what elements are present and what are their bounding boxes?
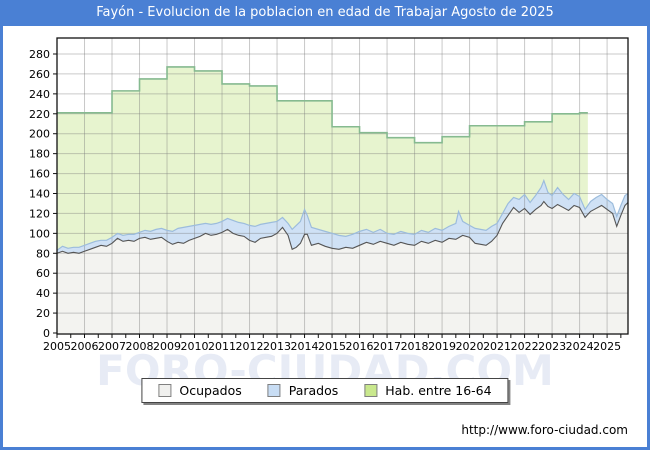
x-tick-label: 2025 [593,340,621,353]
y-tick-label: 180 [29,148,50,161]
legend-label: Hab. entre 16-64 [385,383,492,398]
y-tick-label: 80 [36,247,50,260]
y-tick-label: 200 [29,128,50,141]
legend-item-parados: Parados [267,383,339,398]
y-tick-label: 280 [29,48,50,61]
x-tick-label: 2009 [153,340,181,353]
x-tick-label: 2007 [98,340,126,353]
x-tick-label: 2015 [318,340,346,353]
x-tick-label: 2020 [456,340,484,353]
x-tick-label: 2005 [43,340,71,353]
x-tick-label: 2013 [263,340,291,353]
y-tick-label: 240 [29,88,50,101]
y-tick-label: 20 [36,307,50,320]
x-tick-label: 2016 [346,340,374,353]
x-tick-label: 2011 [208,340,236,353]
y-tick-label: 40 [36,287,50,300]
y-tick-label: 120 [29,207,50,220]
legend-label: Ocupados [179,383,242,398]
x-tick-label: 2014 [291,340,319,353]
x-tick-label: 2024 [566,340,594,353]
x-tick-label: 2017 [373,340,401,353]
legend-item-hab-16-64: Hab. entre 16-64 [364,383,492,398]
x-tick-label: 2023 [538,340,566,353]
legend-item-ocupados: Ocupados [158,383,242,398]
chart-title: Fayón - Evolucion de la poblacion en eda… [0,0,650,26]
y-tick-label: 220 [29,108,50,121]
y-tick-label: 260 [29,68,50,81]
y-tick-label: 0 [43,327,50,340]
footer-url: http://www.foro-ciudad.com [461,423,628,437]
parados-swatch-icon [267,384,281,397]
x-tick-label: 2006 [71,340,99,353]
y-tick-label: 160 [29,168,50,181]
y-tick-label: 100 [29,227,50,240]
hab-16-64-swatch-icon [364,384,378,397]
x-tick-label: 2010 [181,340,209,353]
x-tick-label: 2008 [126,340,154,353]
chart-legend: Ocupados Parados Hab. entre 16-64 [141,378,509,403]
legend-label: Parados [288,383,339,398]
x-tick-label: 2019 [428,340,456,353]
ocupados-swatch-icon [158,384,172,397]
x-tick-label: 2021 [483,340,511,353]
y-tick-label: 60 [36,267,50,280]
x-tick-label: 2022 [511,340,539,353]
x-tick-label: 2012 [236,340,264,353]
x-tick-label: 2018 [401,340,429,353]
y-tick-label: 140 [29,188,50,201]
